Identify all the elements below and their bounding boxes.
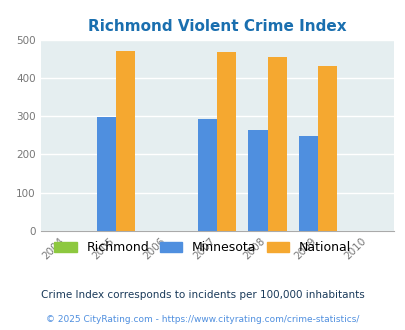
- Text: © 2025 CityRating.com - https://www.cityrating.com/crime-statistics/: © 2025 CityRating.com - https://www.city…: [46, 315, 359, 324]
- Text: Crime Index corresponds to incidents per 100,000 inhabitants: Crime Index corresponds to incidents per…: [41, 290, 364, 300]
- Bar: [318, 66, 337, 231]
- Bar: [217, 52, 236, 231]
- Bar: [198, 119, 217, 231]
- Bar: [116, 51, 135, 231]
- Bar: [267, 57, 286, 231]
- Bar: [298, 136, 318, 231]
- Bar: [248, 130, 267, 231]
- Bar: [97, 116, 116, 231]
- Title: Richmond Violent Crime Index: Richmond Violent Crime Index: [87, 19, 346, 34]
- Legend: Richmond, Minnesota, National: Richmond, Minnesota, National: [49, 236, 356, 259]
